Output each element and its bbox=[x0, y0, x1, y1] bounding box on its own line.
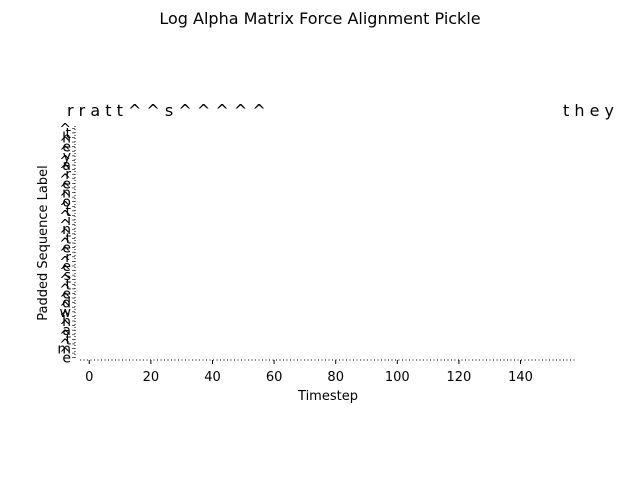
chart-title: Log Alpha Matrix Force Alignment Pickle bbox=[159, 9, 480, 28]
top-alignment-text-right: t h e y bbox=[563, 101, 614, 120]
x-axis-ticks: 0 20 40 60 80 100 120 140 bbox=[85, 360, 533, 385]
y-tick-label: t bbox=[66, 126, 72, 142]
y-tick-label: ^ bbox=[59, 282, 71, 298]
y-tick-label: h bbox=[62, 314, 71, 330]
x-tick-label: 20 bbox=[143, 370, 160, 385]
x-tick-label: 0 bbox=[85, 370, 93, 385]
y-tick-label: ^ bbox=[59, 144, 71, 160]
y-tick-label: ^ bbox=[59, 153, 71, 169]
y-tick-label: r bbox=[65, 167, 71, 183]
y-tick-label: ^ bbox=[59, 135, 71, 151]
y-tick-label: s bbox=[64, 268, 71, 284]
x-tick-label: 80 bbox=[327, 370, 344, 385]
y-tick-label: r bbox=[65, 250, 71, 266]
y-tick-label: t bbox=[66, 204, 72, 220]
y-axis-ticks: ^th^e^y^a^r^e^n^o^t^i^n^t^e^r^e^s^t^e^d^… bbox=[57, 121, 75, 367]
y-tick-label: o bbox=[62, 195, 71, 211]
y-tick-label: ^ bbox=[59, 172, 71, 188]
y-tick-label: ^ bbox=[59, 273, 71, 289]
x-tick-label: 100 bbox=[385, 370, 410, 385]
y-tick-label: ^ bbox=[59, 163, 71, 179]
y-tick-label: e bbox=[62, 176, 71, 192]
y-tick-label: d bbox=[62, 296, 71, 312]
y-tick-label: ^ bbox=[59, 328, 71, 344]
y-tick-label: ^ bbox=[59, 337, 71, 353]
y-tick-label: ^ bbox=[59, 254, 71, 270]
y-tick-label: ^ bbox=[59, 218, 71, 234]
y-tick-label: ^ bbox=[59, 300, 71, 316]
y-tick-label: e bbox=[62, 140, 71, 156]
y-tick-label: t bbox=[66, 231, 72, 247]
y-tick-label: t bbox=[66, 277, 72, 293]
y-tick-label: ^ bbox=[59, 199, 71, 215]
y-tick-label: t bbox=[66, 332, 72, 348]
y-tick-label: ^ bbox=[59, 319, 71, 335]
y-tick-label: ^ bbox=[59, 121, 71, 137]
y-tick-label: n bbox=[62, 186, 71, 202]
y-axis-label: Padded Sequence Label bbox=[36, 165, 51, 320]
y-tick-label: ^ bbox=[59, 190, 71, 206]
x-tick-label: 120 bbox=[447, 370, 472, 385]
x-axis-label: Timestep bbox=[297, 389, 358, 404]
y-tick-label: e bbox=[62, 351, 71, 367]
y-tick-label: a bbox=[62, 323, 71, 339]
y-tick-label: ^ bbox=[59, 181, 71, 197]
y-tick-label: w bbox=[60, 305, 71, 321]
y-tick-label: ^ bbox=[59, 236, 71, 252]
y-tick-label: ^ bbox=[59, 245, 71, 261]
y-tick-label: n bbox=[62, 222, 71, 238]
y-tick-label: ^ bbox=[59, 208, 71, 224]
top-alignment-text-left: r r a t t ^ ^ s ^ ^ ^ ^ ^ bbox=[67, 101, 266, 120]
y-tick-label: h bbox=[62, 130, 71, 146]
y-tick-label: e bbox=[62, 259, 71, 275]
x-tick-label: 140 bbox=[508, 370, 533, 385]
y-tick-label: i bbox=[67, 213, 71, 229]
x-tick-label: 60 bbox=[266, 370, 283, 385]
y-tick-label: ^ bbox=[59, 227, 71, 243]
y-tick-label: a bbox=[62, 158, 71, 174]
y-tick-label: e bbox=[62, 286, 71, 302]
y-tick-label: y bbox=[63, 149, 71, 165]
y-tick-label: m bbox=[57, 342, 71, 358]
y-tick-label: e bbox=[62, 241, 71, 257]
y-tick-label: ^ bbox=[59, 346, 71, 362]
y-tick-label: ^ bbox=[59, 291, 71, 307]
y-tick-label: ^ bbox=[59, 264, 71, 280]
y-tick-label: ^ bbox=[59, 309, 71, 325]
x-tick-label: 40 bbox=[204, 370, 221, 385]
